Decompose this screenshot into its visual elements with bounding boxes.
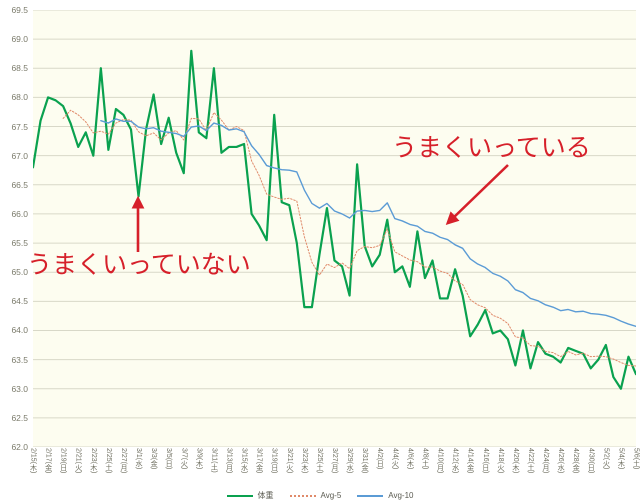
legend-swatch-icon xyxy=(289,494,316,497)
x-tick-label: 4/22(土) xyxy=(526,448,534,474)
x-tick-label: 5/4(木) xyxy=(617,448,625,470)
x-tick-label: 3/7(火) xyxy=(180,448,188,470)
x-tick-label: 3/25(土) xyxy=(315,448,323,474)
y-tick-label: 65.5 xyxy=(11,238,28,249)
x-tick-label: 4/18(火) xyxy=(496,448,504,474)
y-tick-label: 67.0 xyxy=(11,150,28,161)
x-tick-label: 3/11(土) xyxy=(210,448,218,473)
y-tick-label: 62.0 xyxy=(11,442,28,452)
x-tick-label: 4/2(日) xyxy=(376,448,384,470)
x-tick-label: 4/30(日) xyxy=(587,448,595,474)
x-tick-label: 4/12(水) xyxy=(451,448,459,474)
x-tick-label: 3/29(水) xyxy=(346,448,354,474)
x-tick-label: 3/19(日) xyxy=(270,448,278,474)
y-tick-label: 66.5 xyxy=(11,179,28,190)
y-tick-label: 68.0 xyxy=(11,92,28,103)
series-line-Avg-10 xyxy=(100,118,636,328)
annotation-going-well: うまくいっている xyxy=(392,133,591,162)
x-tick-label: 2/23(木) xyxy=(89,448,97,474)
y-tick-label: 65.0 xyxy=(11,267,28,278)
y-tick-label: 68.5 xyxy=(11,63,28,74)
x-tick-label: 3/21(火) xyxy=(285,448,293,474)
legend-swatch-icon xyxy=(357,494,384,497)
x-tick-label: 3/5(日) xyxy=(165,448,173,470)
y-tick-label: 69.0 xyxy=(11,34,28,45)
legend-label: Avg-5 xyxy=(320,491,342,500)
x-tick-label: 4/4(火) xyxy=(391,448,399,470)
x-tick-label: 2/19(日) xyxy=(59,448,67,474)
x-tick-label: 4/6(木) xyxy=(406,448,414,470)
x-tick-label: 5/6(土) xyxy=(632,448,640,470)
x-tick-label: 2/27(月) xyxy=(119,448,127,474)
series-line-体重 xyxy=(33,49,636,390)
y-tick-label: 64.0 xyxy=(11,325,28,336)
annotation-not-going-well: うまくいっていない xyxy=(27,250,251,279)
y-axis: 69.5 69.0 68.5 68.0 67.5 67.0 66.5 66.0 65.5 65.0… xyxy=(0,0,33,452)
x-tick-label: 4/28(金) xyxy=(572,448,580,474)
chart-legend: 体重 Avg-5 Avg-10 xyxy=(0,487,640,504)
x-tick-label: 4/10(月) xyxy=(436,448,444,474)
legend-item[interactable]: Avg-10 xyxy=(357,491,413,500)
y-tick-label: 66.0 xyxy=(11,208,28,219)
y-tick-label: 62.5 xyxy=(11,412,28,423)
y-tick-label: 69.5 xyxy=(11,5,28,15)
series-lines xyxy=(33,49,636,390)
x-tick-label: 3/27(月) xyxy=(331,448,338,474)
x-tick-label: 4/26(水) xyxy=(557,448,565,474)
legend-item[interactable]: 体重 xyxy=(226,490,274,501)
x-tick-label: 3/13(月) xyxy=(225,448,233,474)
y-tick-label: 64.5 xyxy=(11,296,28,307)
x-tick-label: 3/23(木) xyxy=(300,448,308,474)
x-tick-label: 2/25(土) xyxy=(104,448,112,474)
x-tick-label: 4/24(月) xyxy=(542,448,550,474)
legend-item[interactable]: Avg-5 xyxy=(289,491,342,500)
y-tick-label: 63.0 xyxy=(11,383,28,394)
gridlines xyxy=(33,10,636,447)
x-tick-label: 2/15(木) xyxy=(29,448,37,474)
legend-label: 体重 xyxy=(257,491,274,500)
series-line-Avg-5 xyxy=(62,109,636,367)
x-tick-label: 3/1(水) xyxy=(135,448,143,470)
x-axis: 2/15(木) 2/17(金) 2/19(日) 2/21(火) 2/23(木) 2/25(… xyxy=(29,447,640,492)
x-tick-label: 3/3(金) xyxy=(150,448,158,470)
plot-area xyxy=(33,10,636,447)
x-tick-label: 2/17(金) xyxy=(44,448,52,474)
x-tick-label: 4/20(木) xyxy=(511,448,519,474)
x-tick-label: 3/17(金) xyxy=(255,448,263,474)
x-tick-label: 5/2(火) xyxy=(602,448,610,470)
y-tick-label: 67.5 xyxy=(11,121,28,132)
x-tick-label: 4/8(土) xyxy=(421,448,429,470)
legend-label: Avg-10 xyxy=(388,491,414,500)
x-tick-label: 4/16(日) xyxy=(481,448,489,474)
x-tick-label: 3/31(金) xyxy=(361,448,369,474)
x-tick-label: 3/15(水) xyxy=(240,448,248,474)
x-tick-label: 4/14(金) xyxy=(466,448,474,474)
x-tick-label: 2/21(火) xyxy=(74,448,82,474)
legend-swatch-icon xyxy=(226,494,253,497)
x-tick-label: 3/9(木) xyxy=(195,448,203,470)
y-tick-label: 63.5 xyxy=(11,354,28,365)
